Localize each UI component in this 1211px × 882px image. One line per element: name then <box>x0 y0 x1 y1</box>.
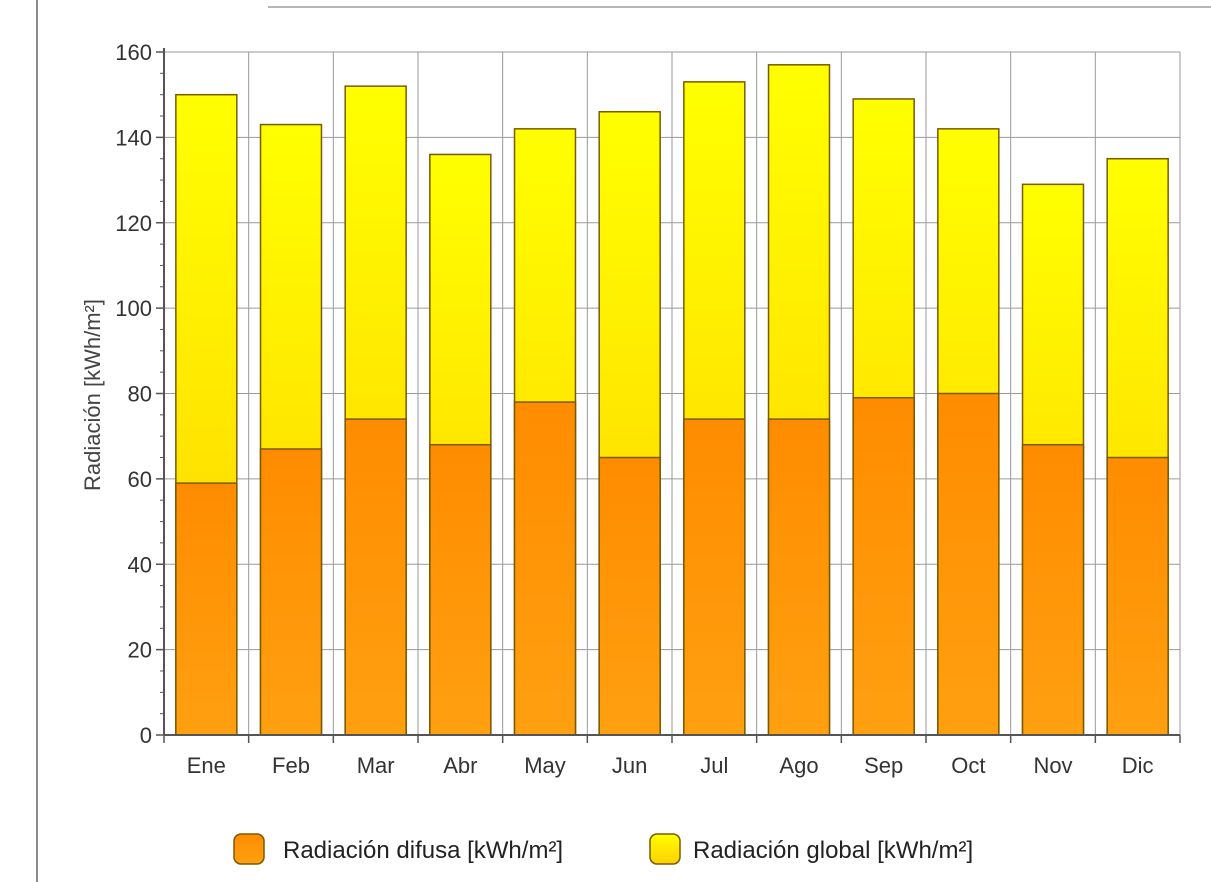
y-axis-title: Radiación [kWh/m²] <box>80 299 105 491</box>
y-tick-label: 40 <box>128 552 152 577</box>
y-tick-label: 0 <box>140 723 152 748</box>
y-tick-label: 20 <box>128 638 152 663</box>
x-tick-label-dic: Dic <box>1122 753 1154 778</box>
y-tick-label: 80 <box>128 382 152 407</box>
bar-diffuse-ene <box>175 482 238 736</box>
y-tick-label: 140 <box>115 125 152 150</box>
bar-diffuse-oct <box>937 392 1000 736</box>
legend-label-diffuse: Radiación difusa [kWh/m²] <box>283 837 563 864</box>
legend-label-global: Radiación global [kWh/m²] <box>693 837 973 864</box>
y-tick-label: 120 <box>115 211 152 236</box>
axes <box>156 48 1181 743</box>
bar-diffuse-sep <box>852 397 915 736</box>
x-tick-label-ago: Ago <box>779 753 818 778</box>
legend-swatch-diffuse <box>233 833 265 865</box>
x-tick-label-ene: Ene <box>187 753 226 778</box>
x-tick-label-sep: Sep <box>864 753 903 778</box>
bar-diffuse-dic <box>1106 456 1169 736</box>
bar-diffuse-nov <box>1021 443 1085 736</box>
y-tick-label: 60 <box>128 467 152 492</box>
x-tick-label-feb: Feb <box>272 753 310 778</box>
bar-diffuse-may <box>513 401 577 736</box>
bar-diffuse-feb <box>259 448 323 736</box>
x-tick-label-mar: Mar <box>357 753 395 778</box>
bar-diffuse-jun <box>598 456 661 736</box>
legend[interactable]: Radiación difusa [kWh/m²] Radiación glob… <box>233 833 973 865</box>
x-tick-labels: Ene Feb Mar Abr May Jun Jul Ago Sep Oct Nov Dic <box>187 753 1154 778</box>
bars <box>175 64 1169 736</box>
y-tick-label: 160 <box>115 40 152 65</box>
bar-diffuse-abr <box>429 443 492 736</box>
x-tick-label-may: May <box>524 753 566 778</box>
x-tick-label-jul: Jul <box>700 753 728 778</box>
y-tick-labels: 0 20 40 60 80 100 120 140 160 <box>115 40 152 748</box>
legend-swatch-global <box>649 833 681 865</box>
y-tick-label: 100 <box>115 296 152 321</box>
window-top-border <box>268 6 1211 8</box>
x-tick-label-nov: Nov <box>1033 753 1072 778</box>
bar-diffuse-ago <box>767 418 831 736</box>
bar-diffuse-jul <box>683 418 746 736</box>
x-tick-label-jun: Jun <box>612 753 647 778</box>
bar-diffuse-mar <box>344 418 407 736</box>
x-tick-label-abr: Abr <box>443 753 477 778</box>
x-tick-label-oct: Oct <box>951 753 985 778</box>
window-left-border <box>36 0 38 882</box>
